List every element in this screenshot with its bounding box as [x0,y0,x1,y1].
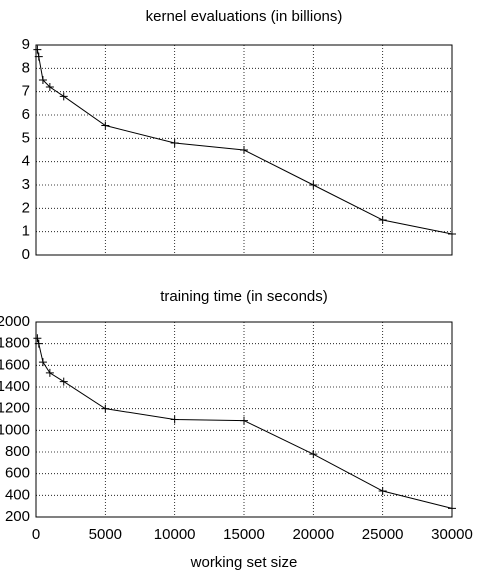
data-point [240,146,248,154]
x-tick-label: 20000 [292,526,334,543]
chart-title: kernel evaluations (in billions) [146,8,343,25]
y-tick-label: 6 [22,106,30,123]
y-tick-label: 400 [5,486,30,503]
y-tick-label: 0 [22,246,30,263]
data-point [33,45,42,54]
data-point [448,230,456,238]
x-tick-label: 25000 [362,526,404,543]
data-point [45,83,54,91]
data-point [309,450,318,459]
data-point [378,216,387,224]
data-point [59,377,68,386]
data-point [101,121,110,130]
data-point [170,139,179,147]
data-line [36,49,453,235]
x-tick-label: 0 [32,526,40,543]
data-point [448,504,456,513]
y-tick-label: 5 [22,129,30,146]
y-tick-label: 1200 [0,400,30,417]
plot-frame [35,321,453,518]
y-tick-label: 2 [22,199,30,216]
y-tick-label: 1 [22,223,30,240]
data-point [38,76,47,84]
y-tick-label: 1000 [0,421,30,438]
x-tick-label: 10000 [154,526,196,543]
data-point [170,415,179,424]
data-point [59,92,68,101]
y-tick-label: 1600 [0,356,30,373]
data-line [36,338,453,509]
y-tick-label: 3 [22,176,30,193]
data-point [309,181,318,189]
data-point [45,368,54,377]
chart-title: training time (in seconds) [160,288,328,305]
y-tick-label: 4 [22,153,30,170]
y-tick-label: 9 [22,36,30,53]
data-point [378,487,387,495]
y-tick-label: 600 [5,465,30,482]
y-tick-label: 1800 [0,335,30,352]
x-tick-label: 5000 [89,526,122,543]
data-point [33,334,42,343]
y-tick-label: 2000 [0,313,30,330]
data-point [34,52,43,61]
y-tick-label: 1400 [0,378,30,395]
y-tick-label: 800 [5,443,30,460]
y-tick-label: 7 [22,83,30,100]
data-point [101,404,110,413]
x-tick-label: 15000 [223,526,265,543]
data-point [38,358,47,367]
y-tick-label: 200 [5,508,30,525]
plot-frame [35,44,453,256]
x-tick-label: 30000 [431,526,473,543]
data-point [34,339,43,348]
y-tick-label: 8 [22,59,30,76]
data-point [240,416,248,425]
x-axis-label: working set size [190,554,298,571]
